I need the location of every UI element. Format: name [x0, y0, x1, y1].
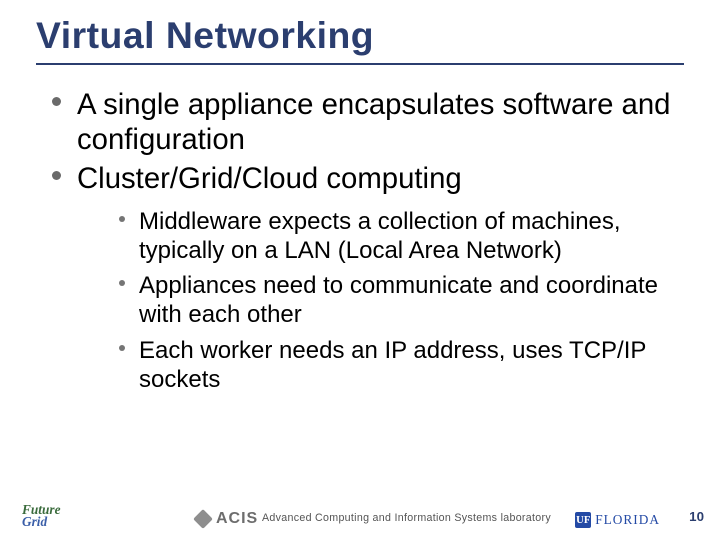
acis-logo: ACIS: [196, 510, 258, 528]
acis-icon: [193, 509, 213, 529]
l2-text: Appliances need to communicate and coord…: [139, 271, 676, 330]
uf-logo: UF FLORIDA: [575, 512, 660, 528]
l1-text: Cluster/Grid/Cloud computing: [77, 161, 676, 196]
l2-text: Middleware expects a collection of machi…: [139, 207, 676, 266]
l1-item-0: A single appliance encapsulates software…: [52, 87, 676, 157]
slide-title: Virtual Networking: [36, 14, 720, 57]
bullet-icon: [52, 171, 61, 180]
l2-item-1-0: Middleware expects a collection of machi…: [119, 207, 676, 266]
bullet-icon: [119, 280, 125, 286]
page-number: 10: [689, 509, 704, 524]
l1-text: A single appliance encapsulates software…: [77, 87, 676, 157]
l2-item-1-2: Each worker needs an IP address, uses TC…: [119, 336, 676, 395]
l2-item-1-1: Appliances need to communicate and coord…: [119, 271, 676, 330]
bullet-icon: [119, 345, 125, 351]
uf-word: FLORIDA: [595, 512, 660, 528]
bullet-icon: [52, 97, 61, 106]
footer-subtitle: Advanced Computing and Information Syste…: [262, 512, 551, 524]
futuregrid-logo: Future Grid: [22, 503, 61, 528]
uf-badge: UF: [575, 512, 591, 528]
content-area: A single appliance encapsulates software…: [0, 65, 720, 400]
footer: Future Grid ACIS Advanced Computing and …: [0, 490, 720, 530]
bullet-icon: [119, 216, 125, 222]
acis-text: ACIS: [216, 510, 258, 528]
l1-item-1: Cluster/Grid/Cloud computing Middleware e…: [52, 161, 676, 400]
l2-text: Each worker needs an IP address, uses TC…: [139, 336, 676, 395]
